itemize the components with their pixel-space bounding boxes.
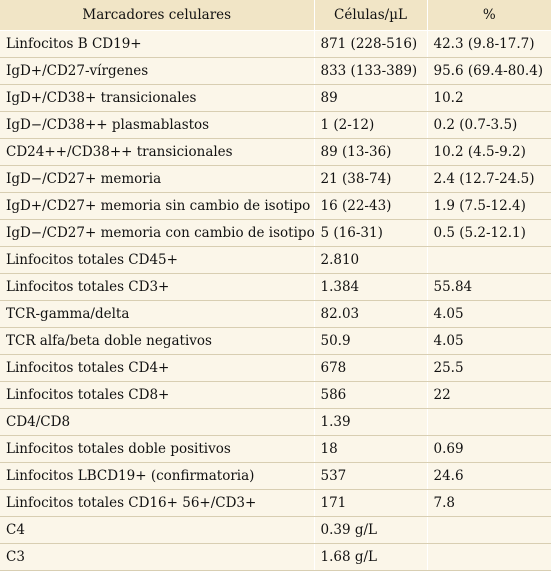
- table-header: Marcadores celulares Células/µL %: [0, 0, 551, 31]
- table-row: Linfocitos totales doble positivos 18 0.69: [0, 435, 551, 463]
- cells-per-ul-cell: 1.68 g/L: [314, 543, 428, 571]
- marker-cell: IgD−/CD27+ memoria con cambio de isotipo: [0, 219, 315, 247]
- percent-cell: 4.05: [427, 327, 551, 355]
- marker-cell: IgD−/CD38++ plasmablastos: [0, 111, 315, 139]
- percent-cell: 22: [427, 381, 551, 409]
- percent-cell: 55.84: [427, 273, 551, 301]
- percent-cell: 42.3 (9.8-17.7): [427, 30, 551, 58]
- cells-per-ul-cell: 89: [314, 84, 428, 112]
- marker-cell: TCR alfa/beta doble negativos: [0, 327, 315, 355]
- marker-cell: Linfocitos totales CD45+: [0, 246, 315, 274]
- table-row: Linfocitos totales CD16+ 56+/CD3+ 171 7.8: [0, 489, 551, 517]
- percent-cell: [427, 246, 551, 274]
- marker-cell: Linfocitos totales CD8+: [0, 381, 315, 409]
- table-row: CD24++/CD38++ transicionales 89 (13-36) 10…: [0, 138, 551, 166]
- marker-cell: Linfocitos B CD19+: [0, 30, 315, 58]
- cells-per-ul-cell: 1 (2-12): [314, 111, 428, 139]
- cells-per-ul-cell: 171: [314, 489, 428, 517]
- table-row: IgD+/CD27+ memoria sin cambio de isotipo…: [0, 192, 551, 220]
- cells-per-ul-cell: 871 (228-516): [314, 30, 428, 58]
- marker-cell: C3: [0, 543, 315, 571]
- percent-cell: 0.69: [427, 435, 551, 463]
- percent-cell: [427, 543, 551, 571]
- marker-cell: Linfocitos totales CD4+: [0, 354, 315, 382]
- table-row: IgD+/CD27-vírgenes 833 (133-389) 95.6 (69.…: [0, 57, 551, 85]
- percent-cell: 0.2 (0.7-3.5): [427, 111, 551, 139]
- table-row: Linfocitos B CD19+ 871 (228-516) 42.3 (9.8…: [0, 30, 551, 58]
- cells-per-ul-cell: 5 (16-31): [314, 219, 428, 247]
- marker-cell: Linfocitos totales doble positivos: [0, 435, 315, 463]
- table-row: C4 0.39 g/L: [0, 516, 551, 544]
- percent-cell: 25.5: [427, 354, 551, 382]
- percent-cell: 7.8: [427, 489, 551, 517]
- cells-per-ul-cell: 0.39 g/L: [314, 516, 428, 544]
- marker-cell: Linfocitos totales CD16+ 56+/CD3+: [0, 489, 315, 517]
- percent-cell: [427, 408, 551, 436]
- cells-per-ul-cell: 1.384: [314, 273, 428, 301]
- table-row: TCR-gamma/delta 82.03 4.05: [0, 300, 551, 328]
- table-row: IgD−/CD27+ memoria 21 (38-74) 2.4 (12.7-24…: [0, 165, 551, 193]
- percent-cell: 95.6 (69.4-80.4): [427, 57, 551, 85]
- table-body: Linfocitos B CD19+ 871 (228-516) 42.3 (9.8…: [0, 30, 551, 571]
- cells-per-ul-cell: 16 (22-43): [314, 192, 428, 220]
- marker-cell: Linfocitos LBCD19+ (confirmatoria): [0, 462, 315, 490]
- percent-cell: [427, 516, 551, 544]
- cells-per-ul-cell: 586: [314, 381, 428, 409]
- cells-per-ul-cell: 18: [314, 435, 428, 463]
- marker-cell: CD24++/CD38++ transicionales: [0, 138, 315, 166]
- table-row: IgD−/CD38++ plasmablastos 1 (2-12) 0.2 (0.…: [0, 111, 551, 139]
- header-percent: %: [427, 0, 551, 31]
- percent-cell: 10.2 (4.5-9.2): [427, 138, 551, 166]
- cells-per-ul-cell: 537: [314, 462, 428, 490]
- cells-per-ul-cell: 21 (38-74): [314, 165, 428, 193]
- table-row: Linfocitos totales CD45+ 2.810: [0, 246, 551, 274]
- table-row: TCR alfa/beta doble negativos 50.9 4.05: [0, 327, 551, 355]
- percent-cell: 0.5 (5.2-12.1): [427, 219, 551, 247]
- cells-per-ul-cell: 50.9: [314, 327, 428, 355]
- table-row: IgD+/CD38+ transicionales 89 10.2: [0, 84, 551, 112]
- cells-per-ul-cell: 89 (13-36): [314, 138, 428, 166]
- cells-per-ul-cell: 678: [314, 354, 428, 382]
- table-row: Linfocitos totales CD8+ 586 22: [0, 381, 551, 409]
- marker-cell: IgD+/CD27-vírgenes: [0, 57, 315, 85]
- cells-per-ul-cell: 82.03: [314, 300, 428, 328]
- table-row: Linfocitos totales CD4+ 678 25.5: [0, 354, 551, 382]
- percent-cell: 4.05: [427, 300, 551, 328]
- table-row: C3 1.68 g/L: [0, 543, 551, 571]
- cells-per-ul-cell: 1.39: [314, 408, 428, 436]
- header-celulas: Células/µL: [314, 0, 428, 31]
- percent-cell: 24.6: [427, 462, 551, 490]
- marker-cell: CD4/CD8: [0, 408, 315, 436]
- header-marcadores: Marcadores celulares: [0, 0, 315, 31]
- percent-cell: 2.4 (12.7-24.5): [427, 165, 551, 193]
- cells-per-ul-cell: 833 (133-389): [314, 57, 428, 85]
- marker-cell: IgD+/CD38+ transicionales: [0, 84, 315, 112]
- percent-cell: 1.9 (7.5-12.4): [427, 192, 551, 220]
- table-row: Linfocitos LBCD19+ (confirmatoria) 537 24.…: [0, 462, 551, 490]
- marker-cell: IgD+/CD27+ memoria sin cambio de isotipo: [0, 192, 315, 220]
- table-row: IgD−/CD27+ memoria con cambio de isotipo…: [0, 219, 551, 247]
- table-row: CD4/CD8 1.39: [0, 408, 551, 436]
- percent-cell: 10.2: [427, 84, 551, 112]
- marker-cell: IgD−/CD27+ memoria: [0, 165, 315, 193]
- cells-per-ul-cell: 2.810: [314, 246, 428, 274]
- marker-cell: TCR-gamma/delta: [0, 300, 315, 328]
- marker-cell: C4: [0, 516, 315, 544]
- header-row: Marcadores celulares Células/µL %: [0, 0, 551, 31]
- marker-cell: Linfocitos totales CD3+: [0, 273, 315, 301]
- table-row: Linfocitos totales CD3+ 1.384 55.84: [0, 273, 551, 301]
